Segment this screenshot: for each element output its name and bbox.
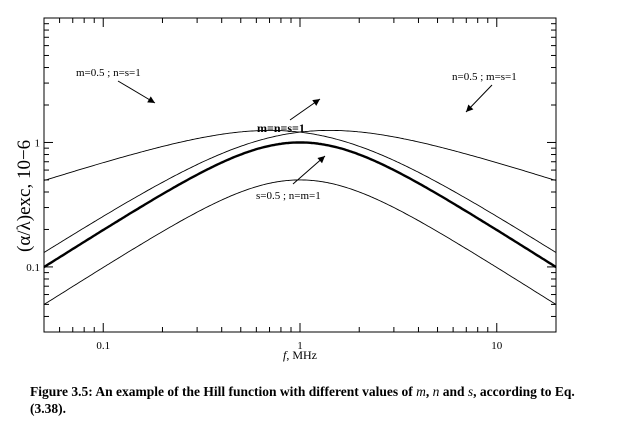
annotation-all-one: m=n=s=1: [257, 121, 305, 135]
x-tick-label: 0.1: [96, 340, 110, 352]
annotation-s-half: s=0.5 ; n=m=1: [256, 190, 321, 202]
arrow-all-one-head: [312, 99, 320, 106]
arrow-n-half-head: [466, 104, 474, 112]
arrow-m-half: [117, 80, 156, 104]
curves: [43, 129, 557, 305]
annotation-n-half: n=0.5 ; m=s=1: [452, 71, 517, 83]
y-tick-label: 0.1: [26, 262, 40, 274]
x-tick-label: 1: [297, 340, 303, 352]
arrow-s-half-head: [317, 156, 325, 164]
series-line-n-0-5-m-s-1: [43, 129, 557, 253]
y-tick-label: 1: [35, 137, 41, 149]
axis-ticks: [43, 17, 557, 333]
hill-function-chart: 0.1 1 10 0.1 1 f, MHz (α/λ)exc, 10−6 m=0…: [14, 17, 557, 362]
arrow-s-half: [292, 155, 326, 185]
series-line-s-0-5-n-m-1: [43, 179, 557, 305]
series-line-m-n-s-1: [43, 141, 557, 269]
plot-frame: [43, 17, 557, 333]
figure-caption: Figure 3.5: An example of the Hill funct…: [30, 384, 575, 416]
x-axis-label: f, MHz: [283, 348, 317, 362]
x-tick-label: 10: [491, 340, 503, 352]
y-axis-label: (α/λ)exc, 10−6: [14, 140, 35, 252]
annotation-arrows: [117, 80, 493, 185]
annotation-m-half: m=0.5 ; n=s=1: [76, 67, 141, 79]
arrow-m-half-head: [147, 96, 155, 103]
